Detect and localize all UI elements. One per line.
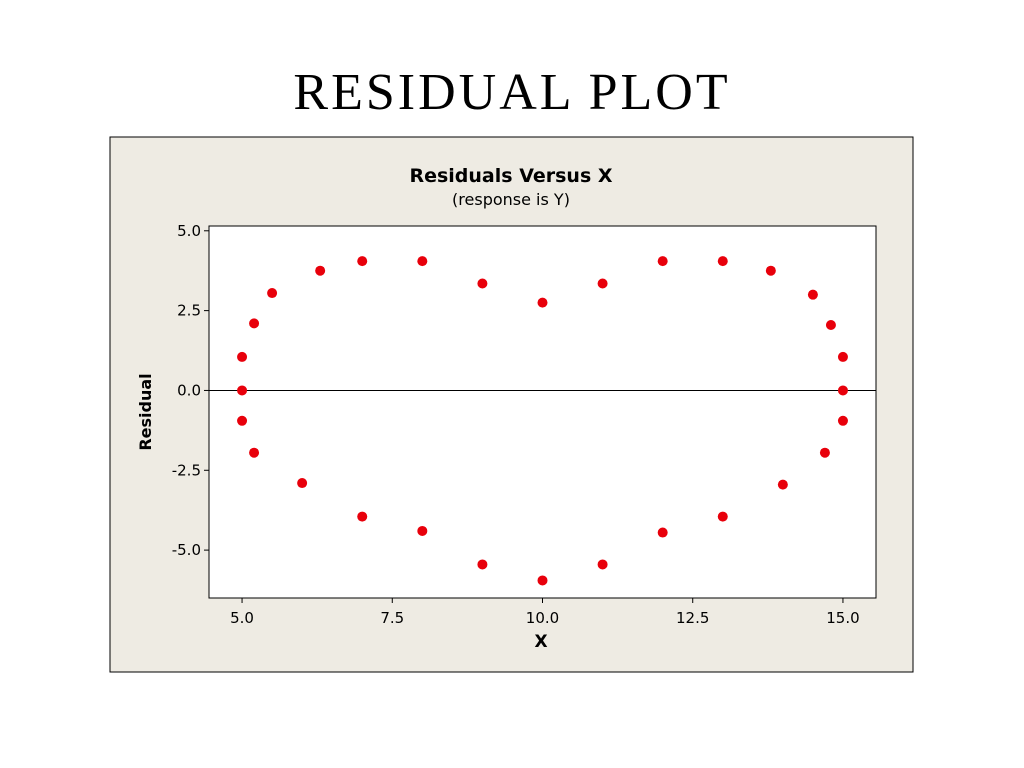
data-point: [765, 265, 776, 276]
x-tick-label: 15.0: [826, 609, 859, 627]
chart-title: Residuals Versus X: [409, 165, 612, 187]
data-point: [417, 525, 428, 536]
data-point: [417, 256, 428, 267]
y-tick-label: 2.5: [177, 302, 201, 320]
data-point: [777, 479, 788, 490]
data-point: [717, 511, 728, 522]
data-point: [807, 289, 818, 300]
data-point: [237, 351, 248, 362]
data-point: [717, 256, 728, 267]
data-point: [657, 256, 668, 267]
x-axis-label: X: [534, 632, 547, 652]
y-tick-label: -5.0: [172, 541, 201, 559]
data-point: [477, 278, 488, 289]
data-point: [357, 511, 368, 522]
chart-subtitle: (response is Y): [452, 190, 570, 209]
x-tick-label: 7.5: [380, 609, 404, 627]
data-point: [837, 415, 848, 426]
data-point: [297, 478, 308, 489]
data-point: [837, 351, 848, 362]
data-point: [237, 415, 248, 426]
data-point: [657, 527, 668, 538]
y-axis-label: Residual: [136, 373, 155, 450]
data-point: [357, 256, 368, 267]
data-point: [819, 447, 830, 458]
data-point: [837, 385, 848, 396]
slide-title: RESIDUAL PLOT: [293, 64, 731, 121]
data-point: [249, 318, 260, 329]
plot-area: [208, 225, 877, 599]
data-point: [267, 288, 278, 299]
data-point: [249, 447, 260, 458]
data-point: [237, 385, 248, 396]
data-point: [597, 559, 608, 570]
y-tick-label: -2.5: [172, 461, 201, 479]
data-point: [315, 265, 326, 276]
data-point: [537, 297, 548, 308]
x-tick-label: 12.5: [676, 609, 709, 627]
data-point: [477, 559, 488, 570]
y-tick-label: 0.0: [177, 381, 201, 399]
data-point: [825, 319, 836, 330]
y-tick-label: 5.0: [177, 222, 201, 240]
data-point: [597, 278, 608, 289]
data-point: [537, 575, 548, 586]
x-tick-label: 5.0: [230, 609, 254, 627]
x-tick-label: 10.0: [526, 609, 559, 627]
